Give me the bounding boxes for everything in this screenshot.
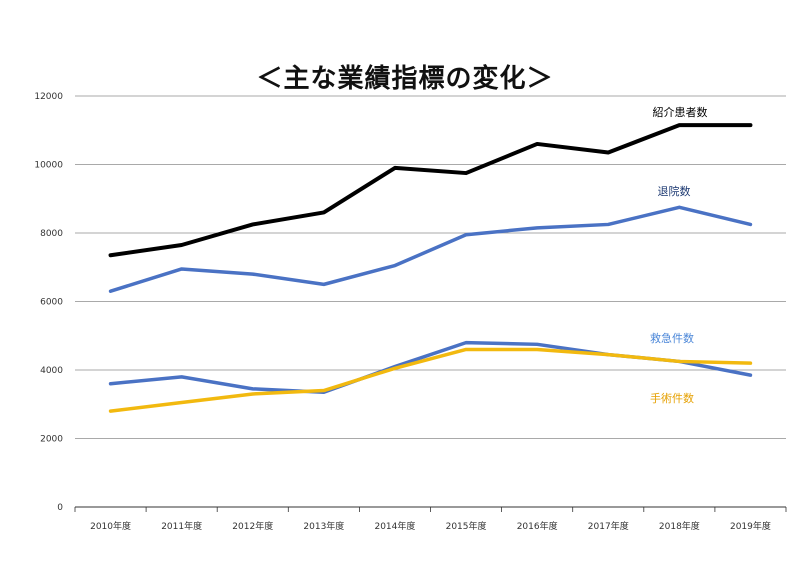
y-tick-label: 2000 <box>40 435 63 445</box>
y-tick-label: 8000 <box>40 229 63 239</box>
y-tick-label: 0 <box>57 503 63 513</box>
series-label: 退院数 <box>658 184 691 198</box>
x-tick-label: 2011年度 <box>161 520 202 532</box>
gridlines <box>75 95 786 508</box>
series-lines <box>108 123 753 413</box>
series-line <box>108 123 753 258</box>
y-tick-label: 10000 <box>34 161 63 171</box>
x-tick-label: 2013年度 <box>303 520 344 532</box>
x-tick-label: 2012年度 <box>232 520 273 532</box>
series-label: 手術件数 <box>650 391 694 405</box>
chart-title: ＜主な業績指標の変化＞ <box>256 64 554 94</box>
series-line <box>108 347 753 413</box>
x-tick-label: 2010年度 <box>90 520 131 532</box>
y-tick-label: 4000 <box>40 366 63 376</box>
axes: 0 2000 4000 6000 8000 10000 12000 2010年度 2011年度 2… <box>34 92 787 532</box>
series-label: 救急件数 <box>650 331 694 345</box>
y-tick-label: 12000 <box>34 92 63 102</box>
x-tick-label: 2014年度 <box>374 520 415 532</box>
series-line <box>108 340 753 395</box>
x-tick-label: 2017年度 <box>588 520 629 532</box>
series-line <box>108 205 753 293</box>
series-label: 紹介患者数 <box>653 106 708 119</box>
x-tick-label: 2016年度 <box>517 520 558 532</box>
x-tick-label: 2018年度 <box>659 520 700 532</box>
y-tick-label: 6000 <box>40 298 63 308</box>
x-tick-label: 2019年度 <box>730 520 771 532</box>
x-tick-label: 2015年度 <box>446 520 487 532</box>
